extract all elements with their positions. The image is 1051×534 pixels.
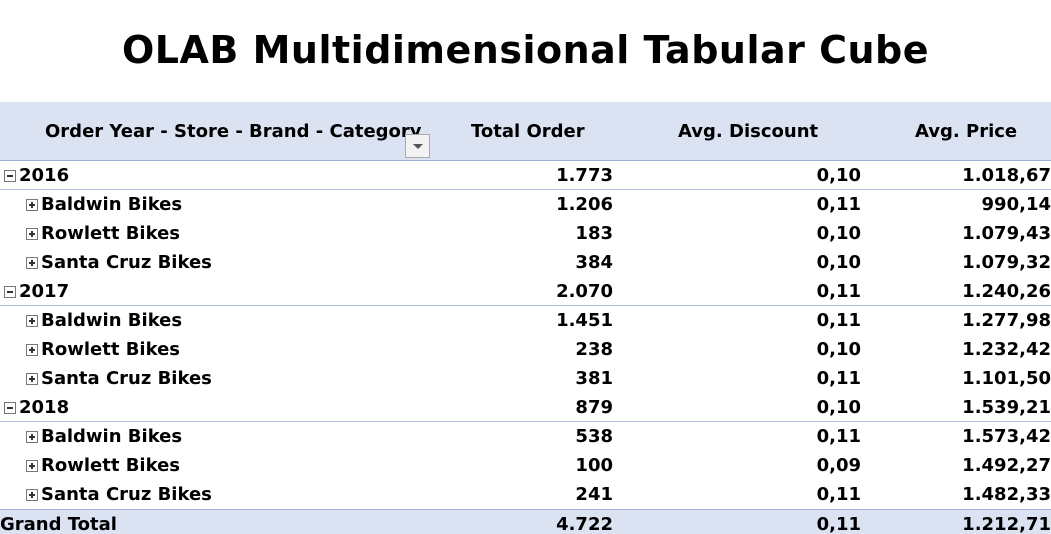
row-label: 2017 <box>19 281 70 302</box>
plus-box-icon[interactable] <box>26 344 38 356</box>
grand-total-price: 1.212,71 <box>962 514 1051 534</box>
plus-box-icon[interactable] <box>26 373 38 385</box>
row-label: Rowlett Bikes <box>41 223 181 244</box>
total-order-cell: 538 <box>575 426 613 447</box>
minus-box-icon[interactable] <box>4 170 16 182</box>
minus-box-icon[interactable] <box>4 286 16 298</box>
avg-price-cell: 1.232,42 <box>962 339 1051 360</box>
dropdown-filter-icon[interactable] <box>405 134 430 158</box>
total-order-cell: 1.773 <box>556 165 613 186</box>
plus-box-icon[interactable] <box>26 315 38 327</box>
store-row: Rowlett Bikes 183 0,10 1.079,43 <box>0 219 1051 248</box>
grand-total-row: Grand Total 4.722 0,11 1.212,71 <box>0 509 1051 534</box>
plus-box-icon[interactable] <box>26 199 38 211</box>
total-order-cell: 241 <box>575 484 613 505</box>
pivot-table: Order Year - Store - Brand - Category To… <box>0 102 1051 534</box>
total-order-cell: 1.206 <box>556 194 613 215</box>
year-row: 2016 1.773 0,10 1.018,67 <box>0 161 1051 190</box>
total-order-cell: 100 <box>575 455 613 476</box>
avg-price-cell: 1.079,43 <box>962 223 1051 244</box>
avg-discount-cell: 0,11 <box>816 310 861 331</box>
row-label: 2018 <box>19 397 70 418</box>
store-row: Rowlett Bikes 238 0,10 1.232,42 <box>0 335 1051 364</box>
minus-box-icon[interactable] <box>4 402 16 414</box>
avg-price-cell: 1.573,42 <box>962 426 1051 447</box>
total-order-cell: 384 <box>575 252 613 273</box>
avg-price-cell: 1.018,67 <box>962 165 1051 186</box>
avg-discount-cell: 0,11 <box>816 281 861 302</box>
avg-discount-cell: 0,09 <box>816 455 861 476</box>
grand-total-discount: 0,11 <box>816 514 861 534</box>
avg-discount-cell: 0,10 <box>816 223 861 244</box>
plus-box-icon[interactable] <box>26 489 38 501</box>
avg-price-cell: 1.277,98 <box>962 310 1051 331</box>
row-label: Santa Cruz Bikes <box>41 368 212 389</box>
store-row: Santa Cruz Bikes 384 0,10 1.079,32 <box>0 248 1051 277</box>
avg-discount-cell: 0,10 <box>816 397 861 418</box>
total-order-cell: 238 <box>575 339 613 360</box>
row-label: Santa Cruz Bikes <box>41 484 212 505</box>
avg-discount-cell: 0,11 <box>816 426 861 447</box>
plus-box-icon[interactable] <box>26 431 38 443</box>
year-row: 2017 2.070 0,11 1.240,26 <box>0 277 1051 306</box>
total-order-cell: 2.070 <box>556 281 613 302</box>
row-label: Baldwin Bikes <box>41 310 183 331</box>
avg-price-cell: 1.492,27 <box>962 455 1051 476</box>
store-row: Baldwin Bikes 1.451 0,11 1.277,98 <box>0 306 1051 335</box>
avg-price-cell: 990,14 <box>981 194 1051 215</box>
year-row: 2018 879 0,10 1.539,21 <box>0 393 1051 422</box>
row-label: Baldwin Bikes <box>41 194 183 215</box>
row-labels-header: Order Year - Store - Brand - Category <box>45 121 422 142</box>
avg-discount-cell: 0,11 <box>816 368 861 389</box>
pivot-header: Order Year - Store - Brand - Category To… <box>0 102 1051 161</box>
grand-total-label: Grand Total <box>0 514 117 534</box>
total-order-cell: 183 <box>575 223 613 244</box>
plus-box-icon[interactable] <box>26 228 38 240</box>
grand-total-order: 4.722 <box>556 514 613 534</box>
pivot-body: 2016 1.773 0,10 1.018,67 Baldwin Bikes 1.206 0… <box>0 161 1051 509</box>
row-label: Rowlett Bikes <box>41 339 181 360</box>
avg-price-cell: 1.101,50 <box>962 368 1051 389</box>
avg-price-cell: 1.539,21 <box>962 397 1051 418</box>
total-order-cell: 1.451 <box>556 310 613 331</box>
total-order-header: Total Order <box>471 121 585 142</box>
store-row: Baldwin Bikes 538 0,11 1.573,42 <box>0 422 1051 451</box>
total-order-cell: 381 <box>575 368 613 389</box>
row-label: Rowlett Bikes <box>41 455 181 476</box>
store-row: Baldwin Bikes 1.206 0,11 990,14 <box>0 190 1051 219</box>
total-order-cell: 879 <box>575 397 613 418</box>
row-label: 2016 <box>19 165 70 186</box>
avg-discount-cell: 0,11 <box>816 194 861 215</box>
avg-price-cell: 1.482,33 <box>962 484 1051 505</box>
store-row: Rowlett Bikes 100 0,09 1.492,27 <box>0 451 1051 480</box>
store-row: Santa Cruz Bikes 381 0,11 1.101,50 <box>0 364 1051 393</box>
avg-price-cell: 1.079,32 <box>962 252 1051 273</box>
avg-discount-cell: 0,11 <box>816 484 861 505</box>
page-title: OLAB Multidimensional Tabular Cube <box>121 28 930 72</box>
avg-price-header: Avg. Price <box>915 121 1018 142</box>
row-label: Baldwin Bikes <box>41 426 183 447</box>
row-label: Santa Cruz Bikes <box>41 252 212 273</box>
avg-discount-cell: 0,10 <box>816 165 861 186</box>
avg-discount-cell: 0,10 <box>816 339 861 360</box>
plus-box-icon[interactable] <box>26 257 38 269</box>
store-row: Santa Cruz Bikes 241 0,11 1.482,33 <box>0 480 1051 509</box>
avg-price-cell: 1.240,26 <box>962 281 1051 302</box>
plus-box-icon[interactable] <box>26 460 38 472</box>
avg-discount-header: Avg. Discount <box>678 121 819 142</box>
avg-discount-cell: 0,10 <box>816 252 861 273</box>
